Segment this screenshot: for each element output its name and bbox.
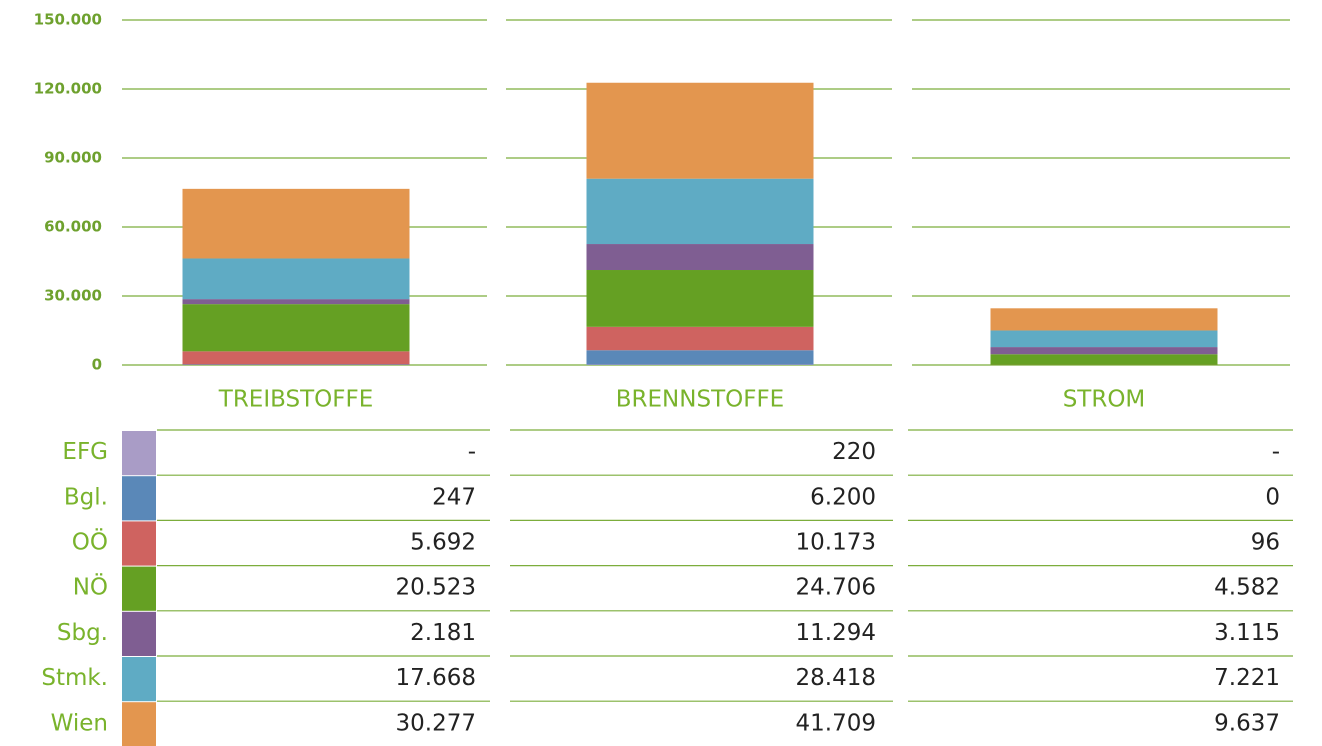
y-tick-label: 150.000 <box>34 11 102 29</box>
legend-label: Sbg. <box>57 620 108 646</box>
y-tick-label: 120.000 <box>34 80 102 98</box>
table-value: - <box>1272 439 1280 465</box>
y-tick-label: 60.000 <box>44 218 102 236</box>
x-tick-label: BRENNSTOFFE <box>616 387 784 413</box>
legend-label: NÖ <box>73 573 108 601</box>
legend-swatch <box>122 431 156 476</box>
table-value: 11.294 <box>796 620 876 646</box>
table-value: 24.706 <box>796 575 876 601</box>
table-value: 7.221 <box>1214 665 1280 691</box>
bar-segment <box>586 82 814 179</box>
bar-segment <box>990 354 1218 365</box>
legend-swatch <box>122 566 156 611</box>
bar-segment <box>990 330 1218 348</box>
legend-label: Bgl. <box>64 484 108 510</box>
table-value: 10.173 <box>796 530 876 556</box>
bar-segment <box>182 304 410 352</box>
bar-segment <box>586 178 814 245</box>
table-value: 4.582 <box>1214 575 1280 601</box>
bar-segment <box>182 258 410 300</box>
bar-segment <box>586 244 814 271</box>
table-value: 0 <box>1265 484 1280 510</box>
bar-segment <box>990 308 1218 331</box>
table-value: 96 <box>1251 530 1280 556</box>
y-tick-label: 0 <box>92 356 102 374</box>
table-value: 3.115 <box>1214 620 1280 646</box>
bar-segment <box>182 351 410 365</box>
legend-swatch <box>122 521 156 566</box>
legend-swatch <box>122 702 156 746</box>
bar-segment <box>586 326 814 351</box>
legend-label: Stmk. <box>41 665 108 691</box>
bar-segment <box>586 364 814 365</box>
table-value: 5.692 <box>410 530 476 556</box>
table-value: 20.523 <box>396 575 476 601</box>
table-value: 220 <box>832 439 876 465</box>
table-value: 247 <box>432 484 476 510</box>
bar-segment <box>182 299 410 305</box>
legend-swatch <box>122 611 156 656</box>
bar-segment <box>182 188 410 259</box>
table-value: 17.668 <box>396 665 476 691</box>
bar-segment <box>182 364 410 365</box>
legend-swatch <box>122 476 156 521</box>
table-value: 6.200 <box>810 484 876 510</box>
table-lines <box>157 429 1293 702</box>
x-tick-label: STROM <box>1063 387 1146 413</box>
bar-segment <box>586 350 814 365</box>
table-value: 9.637 <box>1214 710 1280 736</box>
bar-segment <box>990 347 1218 355</box>
table-value: 28.418 <box>796 665 876 691</box>
legend-label: EFG <box>62 439 108 465</box>
legend-swatch <box>122 657 156 702</box>
x-tick-label: TREIBSTOFFE <box>218 387 373 413</box>
y-tick-label: 90.000 <box>44 149 102 167</box>
y-tick-label: 30.000 <box>44 287 102 305</box>
table-value: 30.277 <box>396 710 476 736</box>
table-value: 41.709 <box>796 710 876 736</box>
table-value: 2.181 <box>410 620 476 646</box>
bar-segment <box>586 270 814 327</box>
legend-label: Wien <box>51 710 108 736</box>
table-value: - <box>468 439 476 465</box>
legend-label: OÖ <box>72 528 108 556</box>
